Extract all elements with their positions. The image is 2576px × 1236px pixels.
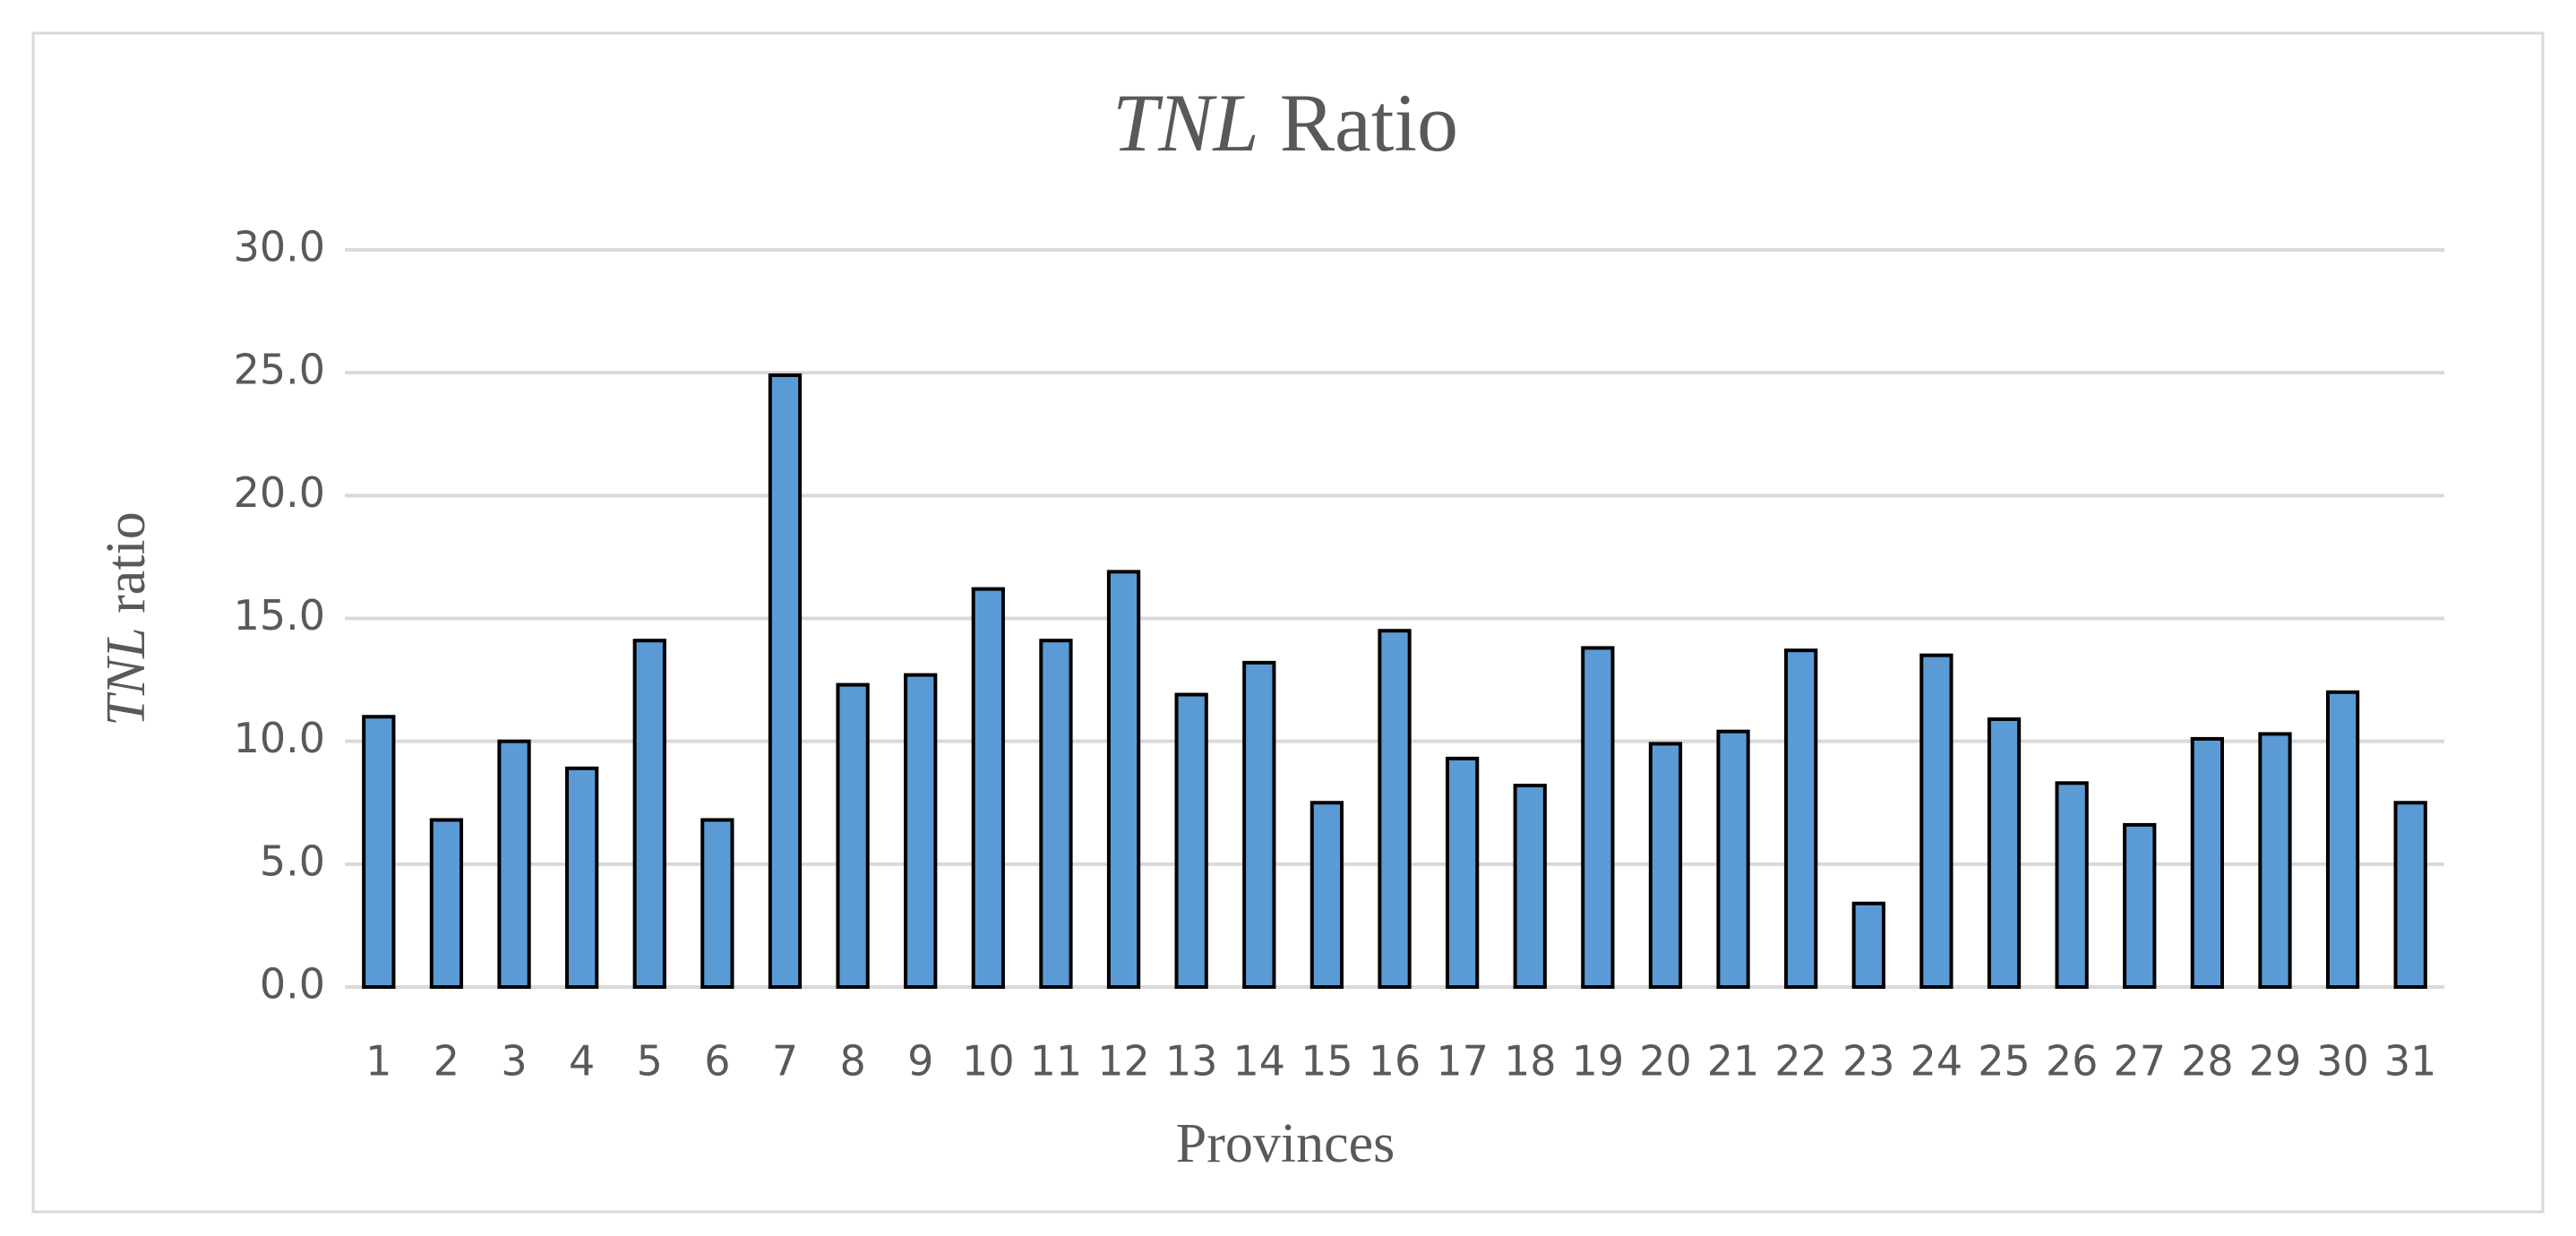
bar — [2258, 732, 2292, 989]
x-tick-label: 20 — [1639, 1037, 1692, 1086]
bar — [2123, 822, 2157, 989]
x-tick-label: 1 — [365, 1037, 391, 1086]
x-tick-label: 2 — [434, 1037, 459, 1086]
bar — [904, 673, 938, 989]
bar — [2393, 801, 2427, 989]
bar — [836, 682, 870, 989]
bar — [1648, 742, 1683, 989]
bar — [565, 766, 599, 989]
y-tick-label: 25.0 — [234, 346, 325, 394]
y-tick-label: 10.0 — [234, 714, 325, 762]
y-tick-label: 30.0 — [234, 223, 325, 271]
x-tick-label: 15 — [1301, 1037, 1353, 1086]
x-tick-label: 3 — [501, 1037, 527, 1086]
bar — [1309, 801, 1344, 989]
x-tick-label: 11 — [1030, 1037, 1083, 1086]
x-tick-label: 7 — [772, 1037, 798, 1086]
x-tick-label: 19 — [1572, 1037, 1625, 1086]
x-tick-label: 30 — [2316, 1037, 2369, 1086]
x-tick-label: 21 — [1707, 1037, 1760, 1086]
chart-frame — [31, 31, 2545, 1214]
x-tick-label: 31 — [2384, 1037, 2437, 1086]
y-tick-label: 15.0 — [234, 591, 325, 639]
bar — [362, 715, 396, 989]
bar — [1581, 646, 1615, 989]
bar — [1987, 717, 2022, 990]
y-tick-label: 5.0 — [260, 837, 325, 885]
bar — [1513, 784, 1547, 990]
y-axis-label: TNL ratio — [96, 511, 157, 725]
bar — [1784, 648, 1818, 989]
bar — [2190, 736, 2224, 989]
bar — [632, 639, 666, 989]
bar — [971, 587, 1005, 990]
x-tick-label: 5 — [637, 1037, 663, 1086]
y-tick-label: 0.0 — [260, 960, 325, 1009]
x-tick-label: 18 — [1504, 1037, 1557, 1086]
x-tick-label: 8 — [839, 1037, 865, 1086]
bar — [1919, 653, 1953, 990]
bar — [2325, 690, 2360, 989]
bar — [1174, 692, 1208, 989]
bar — [429, 818, 464, 989]
x-tick-label: 22 — [1774, 1037, 1827, 1086]
bar — [1039, 639, 1073, 989]
bar — [497, 739, 531, 990]
x-tick-label: 25 — [1978, 1037, 2031, 1086]
x-tick-label: 26 — [2046, 1037, 2099, 1086]
chart-title: TNL Ratio — [1112, 77, 1458, 168]
x-tick-label: 24 — [1911, 1037, 1963, 1086]
bar — [2055, 781, 2089, 990]
x-axis-label: Provinces — [1176, 1113, 1395, 1174]
x-tick-label: 4 — [569, 1037, 595, 1086]
x-tick-label: 29 — [2249, 1037, 2302, 1086]
bar — [1445, 756, 1480, 989]
x-tick-label: 17 — [1436, 1037, 1489, 1086]
x-tick-label: 6 — [704, 1037, 730, 1086]
x-tick-label: 27 — [2113, 1037, 2166, 1086]
x-tick-label: 14 — [1233, 1037, 1286, 1086]
bar — [768, 373, 803, 990]
x-tick-label: 10 — [962, 1037, 1015, 1086]
bar — [1716, 729, 1750, 990]
x-tick-label: 13 — [1165, 1037, 1218, 1086]
x-tick-label: 12 — [1097, 1037, 1150, 1086]
x-tick-label: 23 — [1842, 1037, 1895, 1086]
x-tick-label: 28 — [2181, 1037, 2234, 1086]
bar — [1378, 629, 1412, 989]
bar — [1851, 901, 1885, 990]
bar — [700, 818, 734, 989]
bar — [1242, 660, 1276, 989]
x-tick-label: 16 — [1369, 1037, 1421, 1086]
y-tick-label: 20.0 — [234, 468, 325, 517]
x-tick-label: 9 — [907, 1037, 933, 1086]
bar — [1106, 570, 1141, 989]
